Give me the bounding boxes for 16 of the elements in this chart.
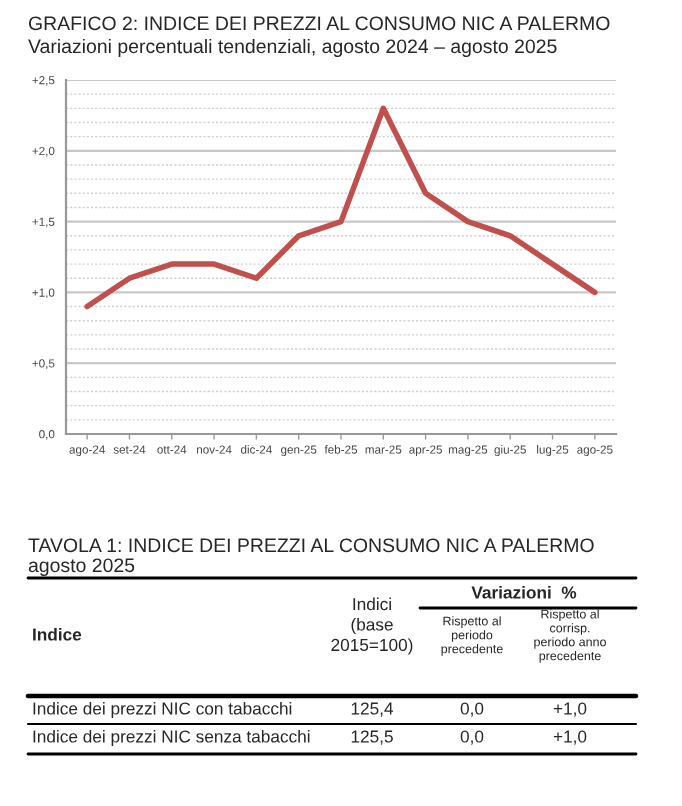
chart-title: GRAFICO 2: INDICE DEI PREZZI AL CONSUMO NIC A PALERMO xyxy=(28,16,610,31)
text: agosto 2025 xyxy=(28,558,135,577)
text: 0,0 xyxy=(460,702,484,717)
text: Indice dei prezzi NIC con tabacchi xyxy=(33,701,292,719)
text: +1,0 xyxy=(553,730,587,745)
text: 0,0 xyxy=(460,730,484,745)
text: Indice xyxy=(33,627,82,641)
text: +1,0 xyxy=(553,702,587,717)
text: 125,4 xyxy=(351,702,394,717)
text: Indici (base 2015=100) xyxy=(331,597,413,655)
text: Indice dei prezzi NIC senza tabacchi xyxy=(33,729,310,747)
text: TAVOLA 1: INDICE DEI PREZZI AL CONSUMO NIC A PALERMO xyxy=(28,538,594,553)
text: Variazioni % xyxy=(471,585,577,599)
chart-subtitle: Variazioni percentuali tendenziali, agosto 2024 – agosto 2025 xyxy=(28,38,557,58)
text: 125,5 xyxy=(351,730,393,745)
line-series xyxy=(84,105,598,310)
